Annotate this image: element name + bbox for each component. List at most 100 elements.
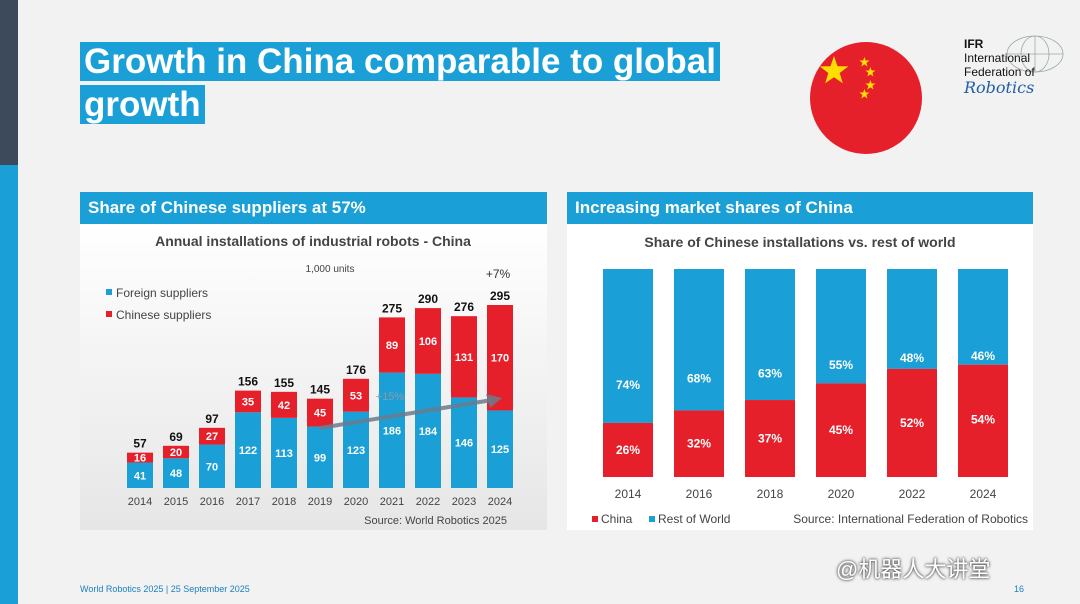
right-panel-header: Increasing market shares of China [567,192,1033,224]
bar-rest-of-world-2014 [603,269,653,423]
label-total-2019: 145 [310,383,330,397]
x-tick-2022: 2022 [899,487,926,501]
x-tick-2024: 2024 [488,496,512,508]
label-chinese-2015: 20 [170,447,182,459]
label-foreign-2021: 186 [383,425,401,437]
bar-chinese-2014 [127,452,153,463]
left-chart-panel: Annual installations of industrial robot… [80,224,547,530]
x-tick-2016: 2016 [686,487,713,501]
ifr-logo: IFR International Federation of Robotics [964,35,1074,97]
label-rest-of-world-2020: 55% [829,358,853,372]
label-chinese-2018: 42 [278,400,290,412]
china-flag-icon [810,42,922,154]
label-chinese-2024: 170 [491,353,509,365]
bar-chinese-2015 [163,445,189,459]
bar-china-2024 [958,364,1008,477]
sidebar-blue-strip [0,165,18,604]
label-china-2024: 54% [971,413,995,427]
bar-foreign-2019 [307,426,333,488]
x-tick-2019: 2019 [308,496,332,508]
flag-star-small [859,56,870,67]
label-china-2020: 45% [829,423,853,437]
x-tick-2018: 2018 [272,496,296,508]
bar-china-2020 [816,383,866,477]
bar-foreign-2023 [451,397,477,488]
x-tick-2015: 2015 [164,496,188,508]
bar-chinese-2021 [379,317,405,373]
label-foreign-2014: 41 [134,470,146,482]
market-share-chart: Share of Chinese installations vs. rest … [592,234,1028,526]
x-tick-2020: 2020 [344,496,368,508]
chart-source: Source: World Robotics 2025 [364,515,507,527]
label-chinese-2021: 89 [386,340,398,352]
bar-rest-of-world-2020 [816,269,866,384]
logo-text-robotics: Robotics [964,78,1035,97]
chart-source: Source: International Federation of Robo… [793,512,1028,526]
footer-text: World Robotics 2025 | 25 September 2025 [80,584,250,594]
bar-foreign-2014 [127,462,153,488]
bar-foreign-2018 [271,417,297,488]
page-title: Growth in China comparable to global gro… [80,40,760,126]
bar-foreign-2016 [199,444,225,488]
trend-arrow-line [319,398,493,430]
x-tick-2023: 2023 [452,496,476,508]
bar-china-2016 [674,410,724,477]
legend-label-rest-of-world: Rest of World [658,512,730,526]
bar-rest-of-world-2018 [745,269,795,401]
trend-arrow-head [486,394,502,408]
label-chinese-2023: 131 [455,352,473,364]
x-tick-2024: 2024 [970,487,997,501]
bar-foreign-2022 [415,373,441,488]
x-tick-2022: 2022 [416,496,440,508]
left-panel-header: Share of Chinese suppliers at 57% [80,192,547,224]
bar-chinese-2019 [307,398,333,427]
label-foreign-2019: 99 [314,452,326,464]
chart-unit-label: 1,000 units [306,264,355,275]
label-chinese-2016: 27 [206,431,218,443]
installations-chart: Annual installations of industrial robot… [80,224,547,530]
legend-swatch-rest-of-world [649,516,655,522]
bar-rest-of-world-2024 [958,269,1008,365]
bar-china-2018 [745,400,795,477]
legend-label-foreign: Foreign suppliers [116,286,208,300]
legend-label-china: China [601,512,633,526]
bar-foreign-2017 [235,412,261,488]
bar-foreign-2021 [379,372,405,488]
bar-china-2022 [887,368,937,477]
label-rest-of-world-2016: 68% [687,372,711,386]
bar-chinese-2016 [199,427,225,445]
growth-label: +7% [486,267,511,281]
label-chinese-2014: 16 [134,453,146,465]
label-china-2014: 26% [616,443,640,457]
bar-rest-of-world-2016 [674,269,724,411]
label-total-2017: 156 [238,375,258,389]
label-rest-of-world-2018: 63% [758,367,782,381]
bar-chinese-2024 [487,305,513,411]
label-foreign-2017: 122 [239,445,257,457]
bar-china-2014 [603,422,653,477]
label-rest-of-world-2022: 48% [900,351,924,365]
label-foreign-2016: 70 [206,461,218,473]
flag-star-small [859,88,870,99]
label-foreign-2023: 146 [455,438,473,450]
watermark: @机器人大讲堂 [836,557,991,582]
chart-title: Share of Chinese installations vs. rest … [644,234,955,250]
logo-text-international: International [964,51,1031,65]
x-tick-2014: 2014 [128,496,152,508]
legend-swatch-chinese [106,311,112,317]
label-chinese-2022: 106 [419,336,437,348]
bar-chinese-2022 [415,308,441,374]
bar-foreign-2015 [163,458,189,488]
label-foreign-2024: 125 [491,444,509,456]
label-total-2024: 295 [490,289,510,303]
x-tick-2014: 2014 [615,487,642,501]
bar-chinese-2020 [343,378,369,412]
bar-chinese-2017 [235,390,261,413]
label-total-2015: 69 [169,430,183,444]
label-foreign-2022: 184 [419,426,438,438]
label-china-2022: 52% [900,416,924,430]
trend-label: +15% [376,391,405,403]
x-tick-2018: 2018 [757,487,784,501]
logo-text-ifr: IFR [964,37,984,51]
bar-chinese-2023 [451,316,477,398]
